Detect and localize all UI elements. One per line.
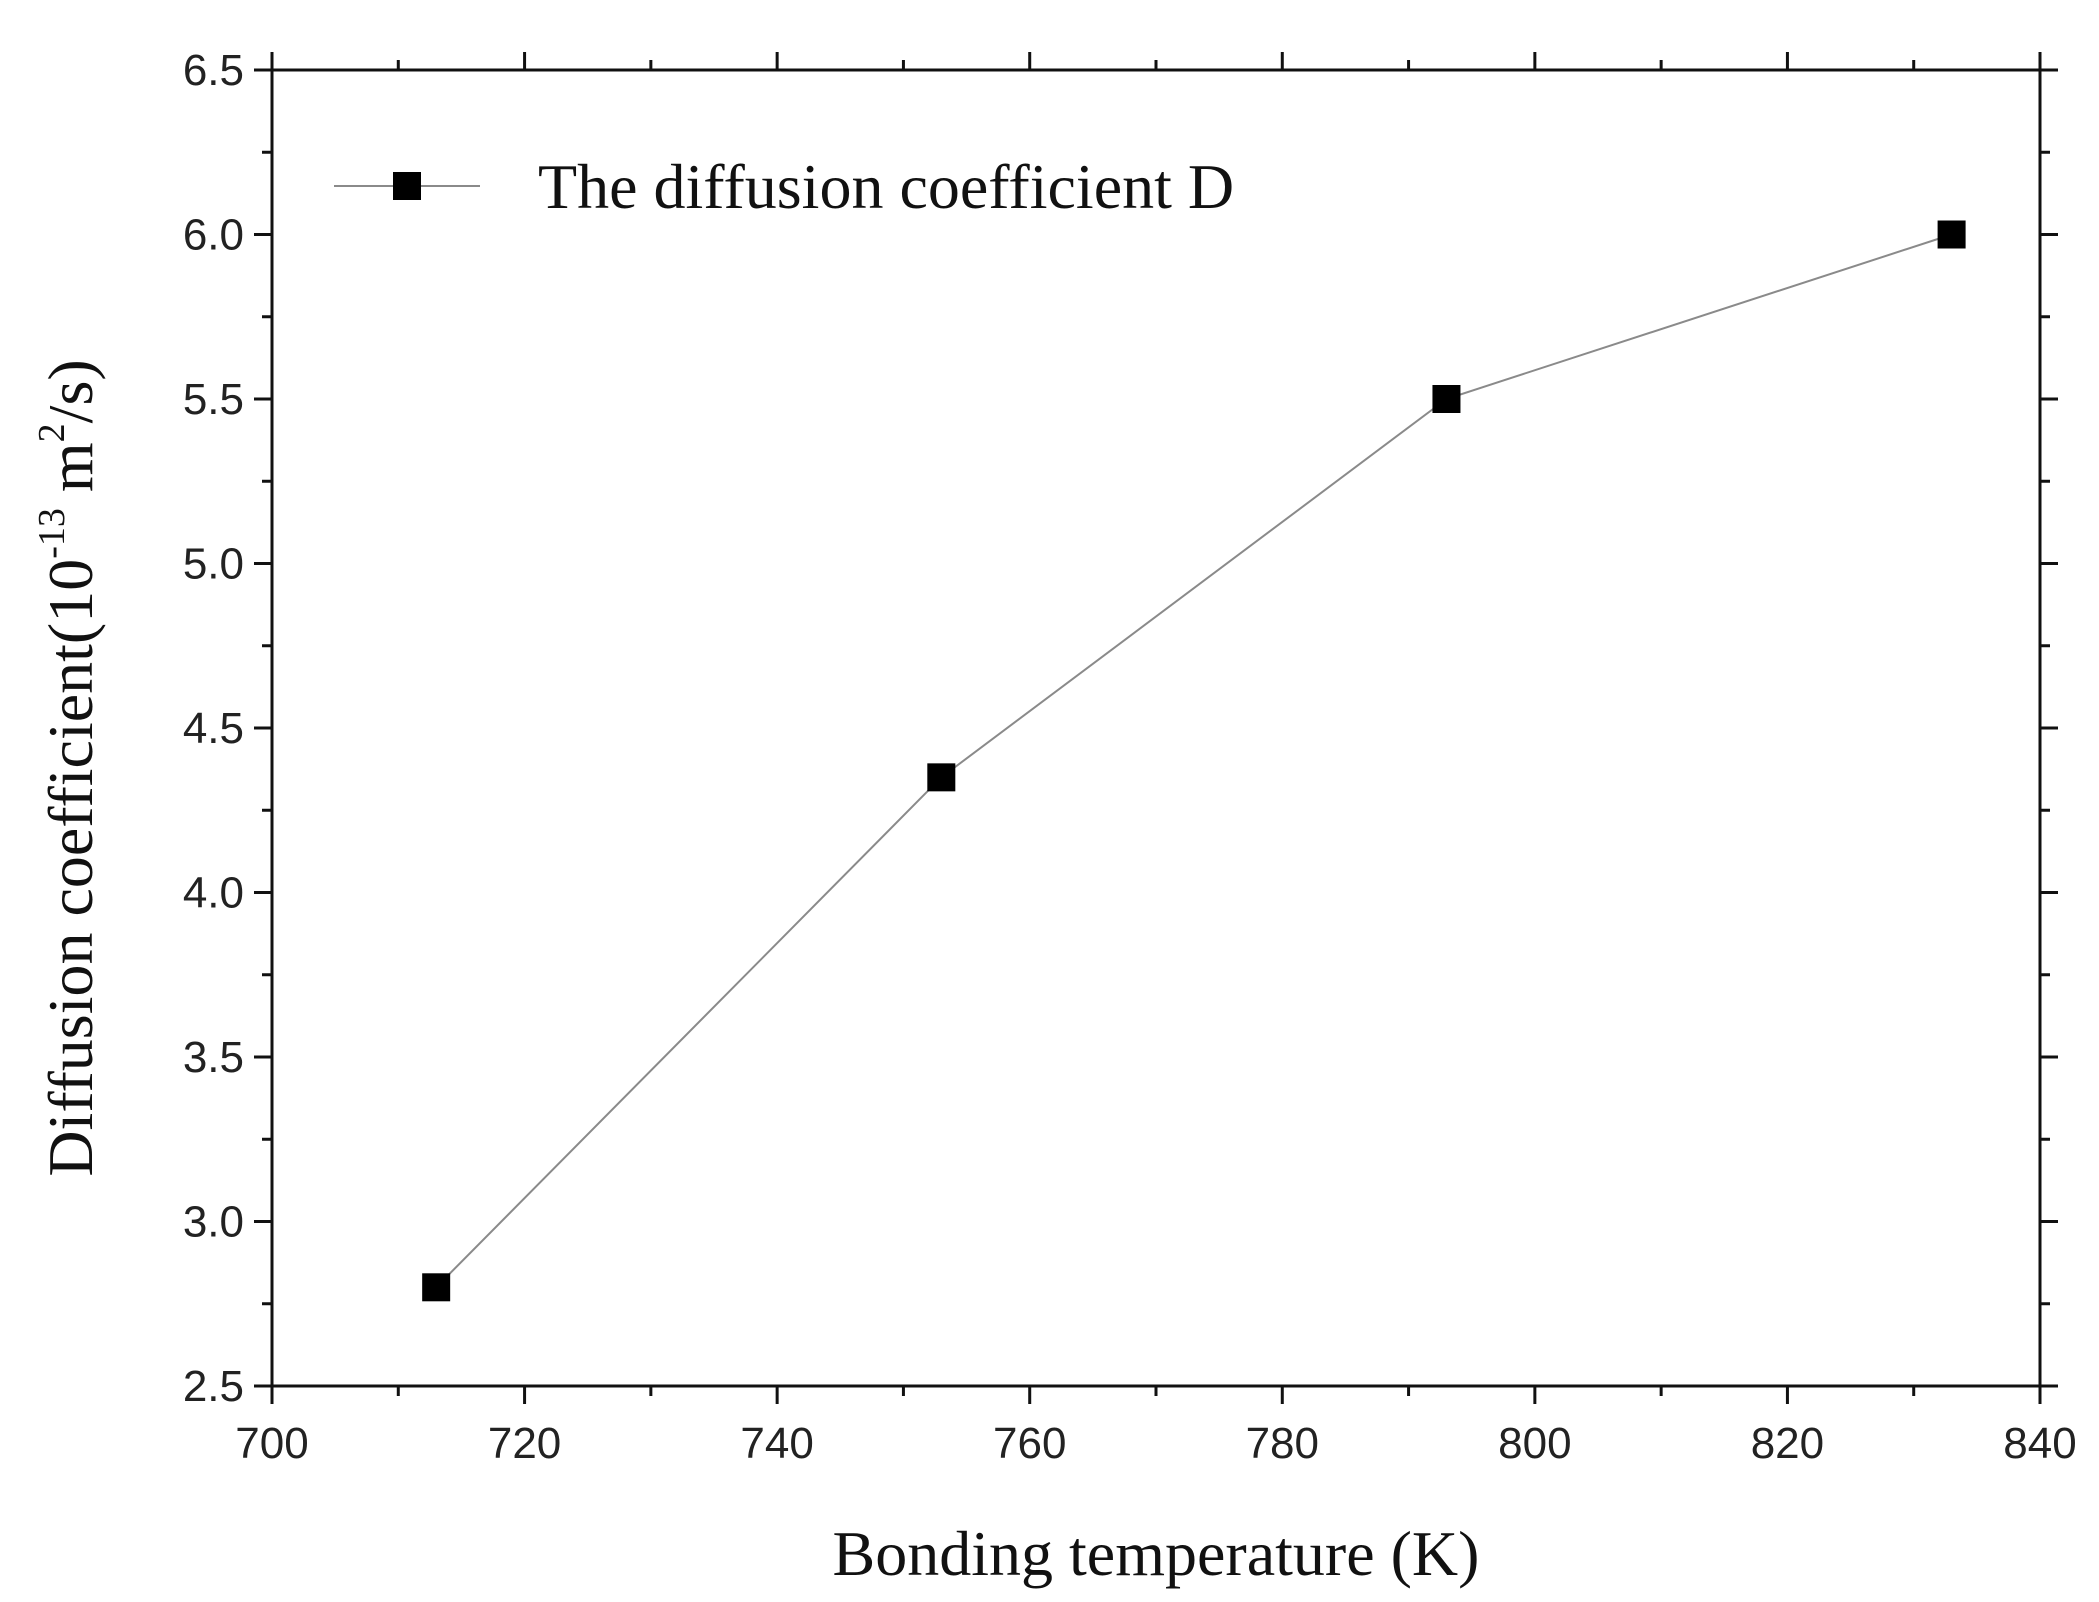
legend-marker — [393, 172, 421, 200]
y-axis-title-main: Diffusion coefficient(10 — [35, 559, 106, 1177]
labels-layer: 700 720 740 760 780 800 820 840 2.5 3.0 3.5 4.0 4.5 5… — [183, 46, 2077, 1468]
y-tick-label: 4.5 — [183, 704, 244, 753]
y-tick-label: 3.0 — [183, 1198, 244, 1247]
x-axis-title: Bonding temperature (K) — [833, 1518, 1480, 1589]
y-tick-label: 4.0 — [183, 869, 244, 918]
x-tick-label: 740 — [740, 1419, 813, 1468]
series-layer — [422, 220, 1966, 1302]
y-tick-label: 6.5 — [183, 46, 244, 95]
x-tick-label: 840 — [2003, 1419, 2076, 1468]
y-axis-title: Diffusion coefficient(10-13 m2/s) — [31, 359, 106, 1176]
x-tick-label: 720 — [488, 1419, 561, 1468]
y-axis-title-exponent: -13 — [31, 508, 73, 559]
data-point-marker — [422, 1273, 451, 1302]
x-tick-label: 800 — [1498, 1419, 1571, 1468]
ticks-layer — [254, 52, 2058, 1404]
legend: The diffusion coefficient D — [334, 151, 1234, 222]
series-line — [435, 233, 1952, 1289]
x-tick-label: 780 — [1246, 1419, 1319, 1468]
y-tick-label: 2.5 — [183, 1362, 244, 1411]
y-tick-label: 5.0 — [183, 540, 244, 589]
y-axis-title-unit: m — [35, 442, 106, 508]
data-point-marker — [1432, 385, 1461, 413]
x-tick-label: 760 — [993, 1419, 1066, 1468]
y-axis-title-end: /s) — [35, 359, 106, 423]
legend-label: The diffusion coefficient D — [538, 151, 1234, 222]
y-tick-label: 5.5 — [183, 375, 244, 424]
data-point-marker — [927, 763, 956, 792]
data-point-marker — [1937, 220, 1966, 249]
plot-frame — [270, 68, 2042, 1388]
y-axis-title-exponent-2: 2 — [31, 423, 73, 442]
x-tick-label: 700 — [235, 1419, 308, 1468]
y-tick-label: 3.5 — [183, 1033, 244, 1082]
y-tick-label: 6.0 — [183, 211, 244, 260]
x-tick-label: 820 — [1751, 1419, 1824, 1468]
